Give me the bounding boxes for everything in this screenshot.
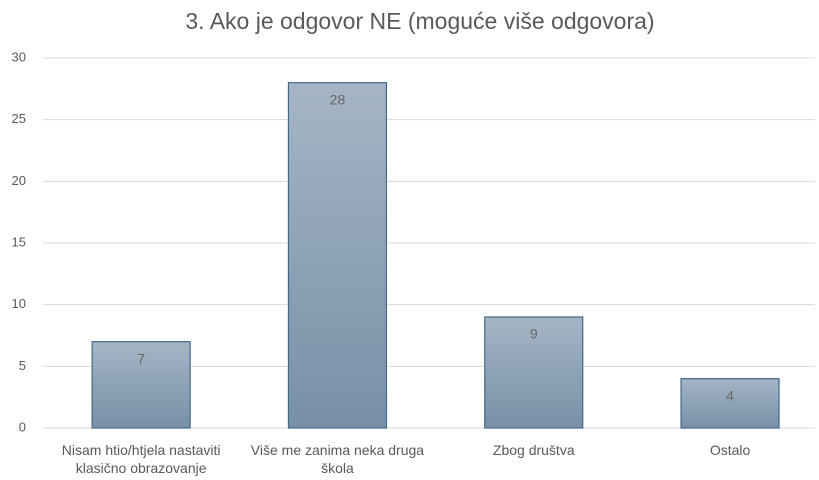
y-tick-label: 20	[12, 173, 26, 188]
data-label: 9	[530, 326, 538, 342]
bar	[680, 378, 780, 429]
y-tick-label: 15	[12, 234, 26, 249]
data-label: 7	[137, 350, 145, 366]
data-label: 28	[330, 91, 346, 107]
x-tick-label: Ostalo	[709, 442, 751, 458]
chart-title: 3. Ako je odgovor NE (moguće više odgovo…	[185, 8, 654, 34]
bar	[287, 82, 388, 429]
y-tick-label: 30	[12, 49, 26, 64]
bar	[484, 316, 584, 429]
y-tick-label: 10	[12, 296, 26, 311]
bar	[91, 341, 191, 429]
y-tick-label: 25	[12, 111, 26, 126]
y-tick-label: 5	[19, 358, 26, 373]
x-tick-label: Zbog društva	[492, 442, 575, 458]
y-tick-label: 0	[19, 419, 26, 434]
x-tick-label: Više me zanima neka druga škola	[250, 442, 425, 476]
x-tick-label: Nisam htio/htjela nastaviti klasično obr…	[61, 442, 221, 476]
data-label: 4	[726, 387, 734, 403]
